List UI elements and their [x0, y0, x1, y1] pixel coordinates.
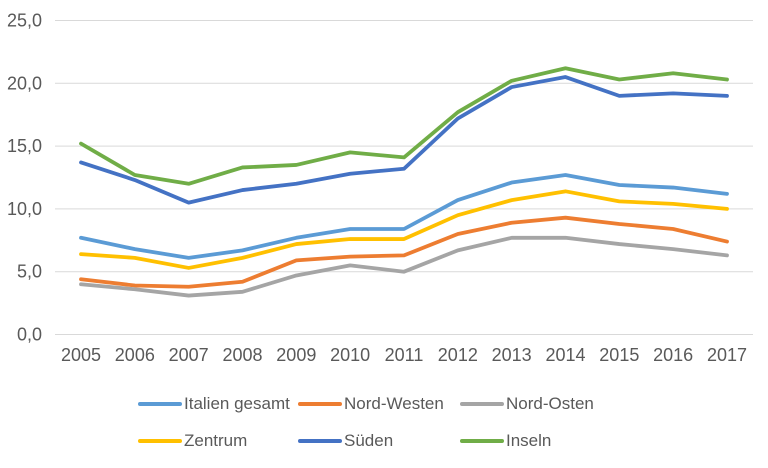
- y-axis-tick-label: 15,0: [7, 136, 42, 156]
- legend-line-swatch-icon: [138, 439, 182, 443]
- legend-line-swatch-icon: [298, 439, 342, 443]
- series-line-nord-westen: [79, 215, 729, 289]
- series-line-inseln: [79, 66, 729, 186]
- y-axis-tick-label: 0,0: [17, 325, 42, 345]
- x-axis-tick-label: 2005: [61, 345, 101, 365]
- series-line-zentrum: [79, 189, 729, 270]
- series-line-italien-gesamt: [79, 173, 729, 260]
- legend-item-nord-osten: Nord-Osten: [460, 395, 594, 413]
- x-axis-tick-label: 2017: [707, 345, 747, 365]
- x-axis-tick-label: 2016: [653, 345, 693, 365]
- x-axis-tick-label: 2013: [492, 345, 532, 365]
- legend-item-nord-westen: Nord-Westen: [298, 395, 444, 413]
- y-axis-tick-label: 10,0: [7, 199, 42, 219]
- line-chart-plot: 0,0 5,0 10,0 15,0 20,0 25,0 2005 2006 2007 2008 20…: [7, 11, 753, 365]
- x-axis-tick-label: 2008: [222, 345, 262, 365]
- y-axis-tick-label: 5,0: [17, 262, 42, 282]
- x-axis-tick-label: 2012: [438, 345, 478, 365]
- x-axis-tick-label: 2011: [385, 345, 424, 365]
- legend-label: Zentrum: [184, 431, 248, 450]
- x-axis-tick-label: 2009: [276, 345, 316, 365]
- legend-item-italien-gesamt: Italien gesamt: [138, 395, 290, 413]
- x-axis-tick-label: 2015: [599, 345, 639, 365]
- legend-label: Nord-Osten: [506, 394, 594, 413]
- x-axis-tick-label: 2006: [115, 345, 155, 365]
- series-line-nord-osten: [79, 235, 729, 298]
- y-axis-tick-label: 25,0: [7, 11, 42, 31]
- legend-label: Italien gesamt: [184, 394, 290, 413]
- legend-line-swatch-icon: [298, 402, 342, 406]
- series-line-s-den: [79, 75, 729, 205]
- legend-label: Nord-Westen: [344, 394, 444, 413]
- legend-label: Inseln: [506, 431, 552, 450]
- legend-line-swatch-icon: [460, 402, 504, 406]
- legend-line-swatch-icon: [460, 439, 504, 443]
- x-axis-tick-label: 2014: [545, 345, 585, 365]
- legend-label: Süden: [344, 431, 394, 450]
- legend-item-s-den: Süden: [298, 432, 393, 450]
- x-axis-tick-label: 2010: [330, 345, 370, 365]
- legend-line-swatch-icon: [138, 402, 182, 406]
- legend-item-zentrum: Zentrum: [138, 432, 247, 450]
- legend-item-inseln: Inseln: [460, 432, 551, 450]
- y-axis-tick-label: 20,0: [7, 73, 42, 93]
- x-axis-tick-label: 2007: [169, 345, 209, 365]
